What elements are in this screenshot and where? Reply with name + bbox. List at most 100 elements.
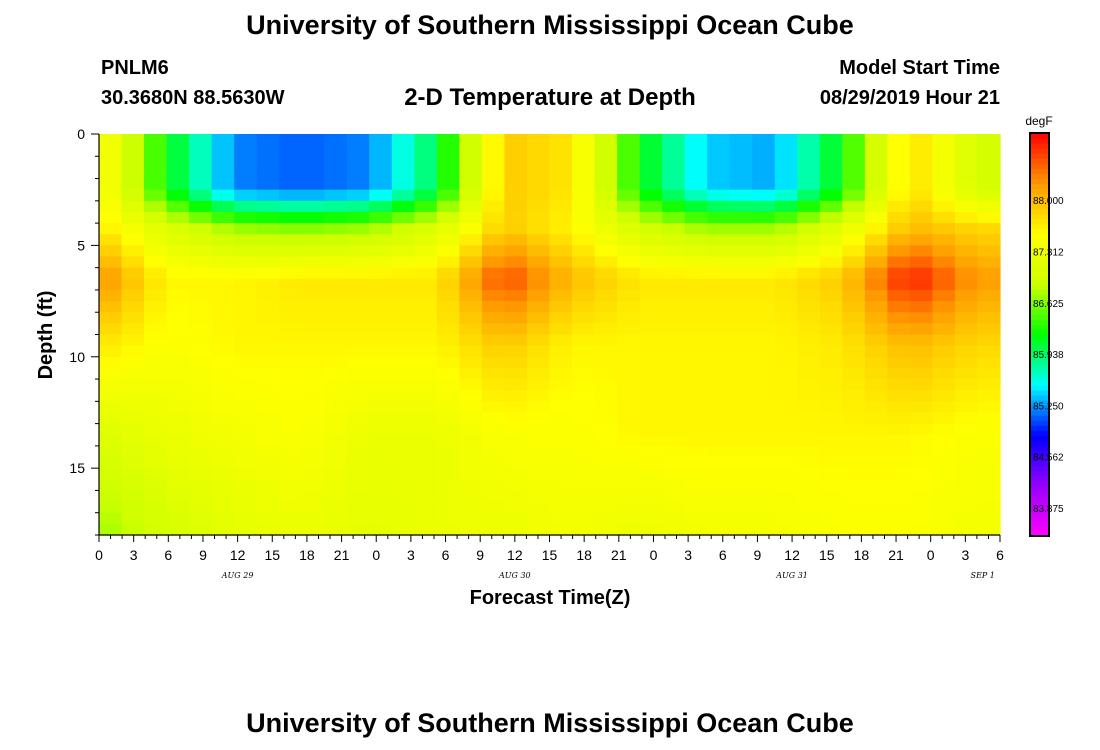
heatmap-cell	[436, 401, 461, 414]
heatmap-cell	[572, 189, 596, 202]
heatmap-cell	[301, 423, 325, 436]
heatmap-cell	[729, 134, 753, 146]
heatmap-cell	[707, 278, 731, 291]
heatmap-cell	[572, 256, 596, 269]
heatmap-cell	[504, 256, 528, 269]
heatmap-cell	[189, 289, 213, 302]
heatmap-cell	[234, 445, 258, 458]
heatmap-cell	[526, 490, 551, 503]
heatmap-cell	[346, 234, 370, 246]
heatmap-cell	[391, 323, 415, 336]
heatmap-cell	[954, 512, 979, 525]
heatmap-cell	[887, 390, 911, 402]
heatmap-cell	[391, 445, 415, 458]
heatmap-cell	[459, 256, 483, 269]
heatmap-cell	[572, 423, 596, 436]
heatmap-cell	[301, 256, 325, 269]
heatmap-cell	[819, 278, 843, 291]
heatmap-cell	[909, 134, 934, 146]
heatmap-cell	[887, 323, 911, 336]
heatmap-cell	[211, 512, 235, 525]
heatmap-cell	[414, 457, 438, 469]
heatmap-cell	[977, 356, 1001, 369]
heatmap-cell	[932, 479, 956, 492]
heatmap-cell	[594, 267, 618, 280]
heatmap-cell	[549, 278, 573, 291]
heatmap-cell	[436, 156, 461, 169]
heatmap-cell	[752, 490, 776, 503]
heatmap-cell	[932, 401, 956, 414]
heatmap-cell	[617, 434, 641, 447]
heatmap-cell	[279, 167, 303, 180]
heatmap-cell	[369, 211, 393, 224]
heatmap-cell	[684, 278, 708, 291]
heatmap-cell	[909, 356, 934, 369]
heatmap-cell	[617, 412, 641, 425]
heatmap-cell	[99, 468, 123, 480]
heatmap-cell	[99, 479, 123, 492]
heatmap-cell	[144, 479, 168, 492]
heatmap-cell	[256, 156, 280, 169]
heatmap-cell	[909, 390, 934, 402]
heatmap-cell	[99, 289, 123, 302]
heatmap-cell	[279, 211, 303, 224]
heatmap-cell	[977, 412, 1001, 425]
heatmap-cell	[707, 223, 731, 235]
heatmap-cell	[797, 189, 821, 202]
heatmap-cell	[391, 200, 415, 213]
colorbar-tick-label: 83.875	[1033, 504, 1064, 515]
x-tick-label: 3	[684, 547, 692, 563]
heatmap-cell	[526, 434, 551, 447]
heatmap-cell	[954, 223, 979, 235]
heatmap-cell	[279, 245, 303, 258]
heatmap-cell	[572, 512, 596, 525]
heatmap-cell	[414, 167, 438, 180]
heatmap-cell	[864, 345, 888, 358]
heatmap-cell	[684, 301, 708, 313]
heatmap-cell	[121, 523, 145, 536]
heatmap-cell	[662, 345, 686, 358]
heatmap-cell	[166, 434, 190, 447]
heatmap-cell	[144, 245, 168, 258]
heatmap-cell	[234, 501, 258, 514]
heatmap-cell	[324, 379, 348, 391]
heatmap-cell	[684, 323, 708, 336]
heatmap-cell	[279, 401, 303, 414]
heatmap-cell	[977, 211, 1001, 224]
heatmap-cell	[684, 178, 708, 191]
heatmap-cell	[977, 167, 1001, 180]
heatmap-cell	[526, 245, 551, 258]
heatmap-cell	[346, 379, 370, 391]
heatmap-cell	[954, 245, 979, 258]
colorbar-frame	[1029, 132, 1050, 537]
heatmap-cell	[99, 278, 123, 291]
heatmap-cell	[234, 401, 258, 414]
heatmap-cell	[819, 289, 843, 302]
heatmap-cell	[459, 211, 483, 224]
heatmap-cell	[954, 211, 979, 224]
heatmap-cell	[977, 434, 1001, 447]
x-tick-label: 6	[996, 547, 1004, 563]
heatmap-cell	[436, 468, 461, 480]
heatmap-cell	[459, 267, 483, 280]
heatmap-cell	[909, 245, 934, 258]
heatmap-cell	[729, 301, 753, 313]
heatmap-cell	[954, 390, 979, 402]
heatmap-cell	[954, 189, 979, 202]
heatmap-cell	[662, 134, 686, 146]
heatmap-cell	[346, 345, 370, 358]
colorbar-swatch	[1030, 188, 1049, 195]
heatmap-cell	[684, 134, 708, 146]
colorbar-swatch	[1030, 510, 1049, 517]
heatmap-cell	[414, 412, 438, 425]
heatmap-cell	[234, 423, 258, 436]
heatmap-cell	[391, 167, 415, 180]
heatmap-cell	[684, 156, 708, 169]
heatmap-cell	[842, 234, 866, 246]
heatmap-cell	[391, 312, 415, 324]
heatmap-cell	[549, 223, 573, 235]
heatmap-cell	[707, 178, 731, 191]
heatmap-cell	[369, 223, 393, 235]
heatmap-cell	[932, 178, 956, 191]
heatmap-cell	[932, 189, 956, 202]
